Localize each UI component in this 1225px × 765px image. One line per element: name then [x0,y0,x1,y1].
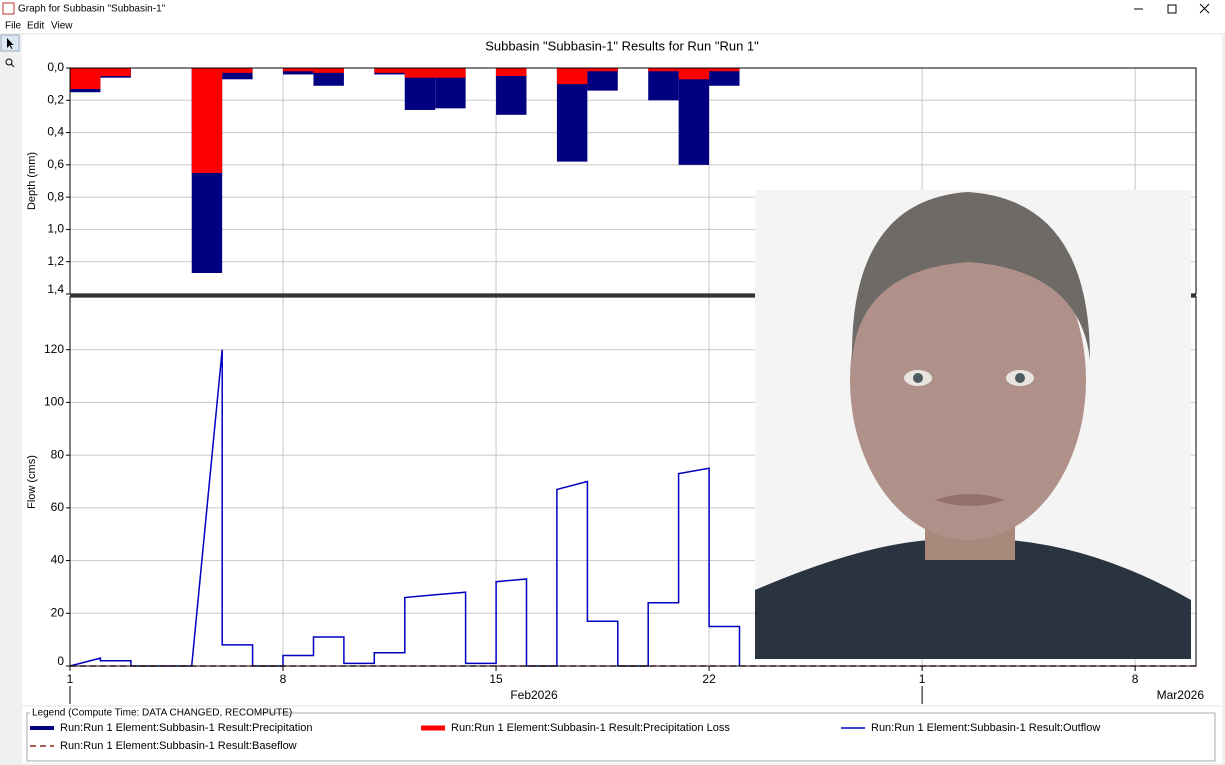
bar [587,68,618,72]
photo-iris [913,373,923,383]
bar [709,68,740,72]
legend-label: Run:Run 1 Element:Subbasin-1 Result:Base… [60,740,297,752]
app-icon [2,2,15,15]
x-tick-label: 22 [702,672,716,686]
photo-hair [851,192,1090,360]
legend-label: Run:Run 1 Element:Subbasin-1 Result:Outf… [871,722,1100,734]
bar [222,68,253,73]
bar [587,68,618,91]
legend-title: Legend (Compute Time: DATA CHANGED, RECO… [32,708,292,719]
menu-item[interactable]: File [5,21,22,32]
window-title: Graph for Subbasin "Subbasin-1" [18,4,166,15]
menu-item[interactable]: Edit [27,21,44,32]
legend-label: Run:Run 1 Element:Subbasin-1 Result:Prec… [60,722,313,734]
y-tick-label: 1,4 [47,282,64,296]
bar [648,68,679,72]
y-tick-label: 40 [51,553,65,567]
photo-iris [1015,373,1025,383]
y-tick-label: 0,0 [47,60,64,74]
bar [678,68,710,165]
y-tick-label: 0,2 [47,92,64,106]
bar [709,68,740,86]
legend-frame [26,712,1216,762]
photo-overlay [755,190,1191,659]
close-button[interactable] [1199,3,1210,14]
y-tick-label: 0 [57,654,64,668]
x-tick-label: 8 [280,672,287,686]
x-group-label: Mar2026 [1157,688,1205,702]
photo-face [850,220,1086,540]
bar [283,68,314,75]
chart-title: Subbasin "Subbasin-1" Results for Run "R… [485,38,759,53]
bar [374,68,405,73]
pointer-icon [7,38,14,49]
y-tick-label: 1,0 [47,222,64,236]
bar [100,68,131,77]
bar [283,68,314,72]
menu-bar [0,18,1225,33]
bar [678,68,710,80]
y-axis-label: Flow (cms) [26,455,38,509]
bar [313,68,344,73]
y-tick-label: 80 [51,447,65,461]
y-tick-label: 100 [44,395,64,409]
plot-separator [70,294,1196,297]
menu-item[interactable]: View [51,21,73,32]
title-bar [0,0,1225,18]
legend-title-bg [30,707,258,719]
photo-mouth [935,494,1005,506]
bar [404,68,436,78]
y-tick-label: 0,4 [47,125,64,139]
y-tick-label: 60 [51,500,65,514]
zoom-icon [10,63,15,68]
legend-label: Run:Run 1 Element:Subbasin-1 Result:Prec… [451,722,730,734]
bar [191,68,223,173]
x-tick-label: 1 [919,672,926,686]
x-group-label: Feb2026 [510,688,558,702]
restore-button[interactable] [1167,4,1177,14]
bar [648,68,679,101]
x-tick-label: 1 [67,672,74,686]
y-tick-label: 1,2 [47,254,64,268]
y-tick-label: 120 [44,342,64,356]
photo-shirt [755,540,1191,659]
y-tick-label: 20 [51,605,65,619]
x-tick-label: 8 [1132,672,1139,686]
bar [496,68,527,77]
y-tick-label: 0,8 [47,189,64,203]
bar [70,68,101,89]
zoom-tool[interactable] [5,58,13,66]
bar [435,68,466,78]
bar [556,68,588,85]
y-axis-label: Depth (mm) [26,152,38,210]
bar [222,68,253,80]
x-tick-label: 15 [489,672,503,686]
y-tick-label: 0,6 [47,157,64,171]
series-line [69,349,741,667]
